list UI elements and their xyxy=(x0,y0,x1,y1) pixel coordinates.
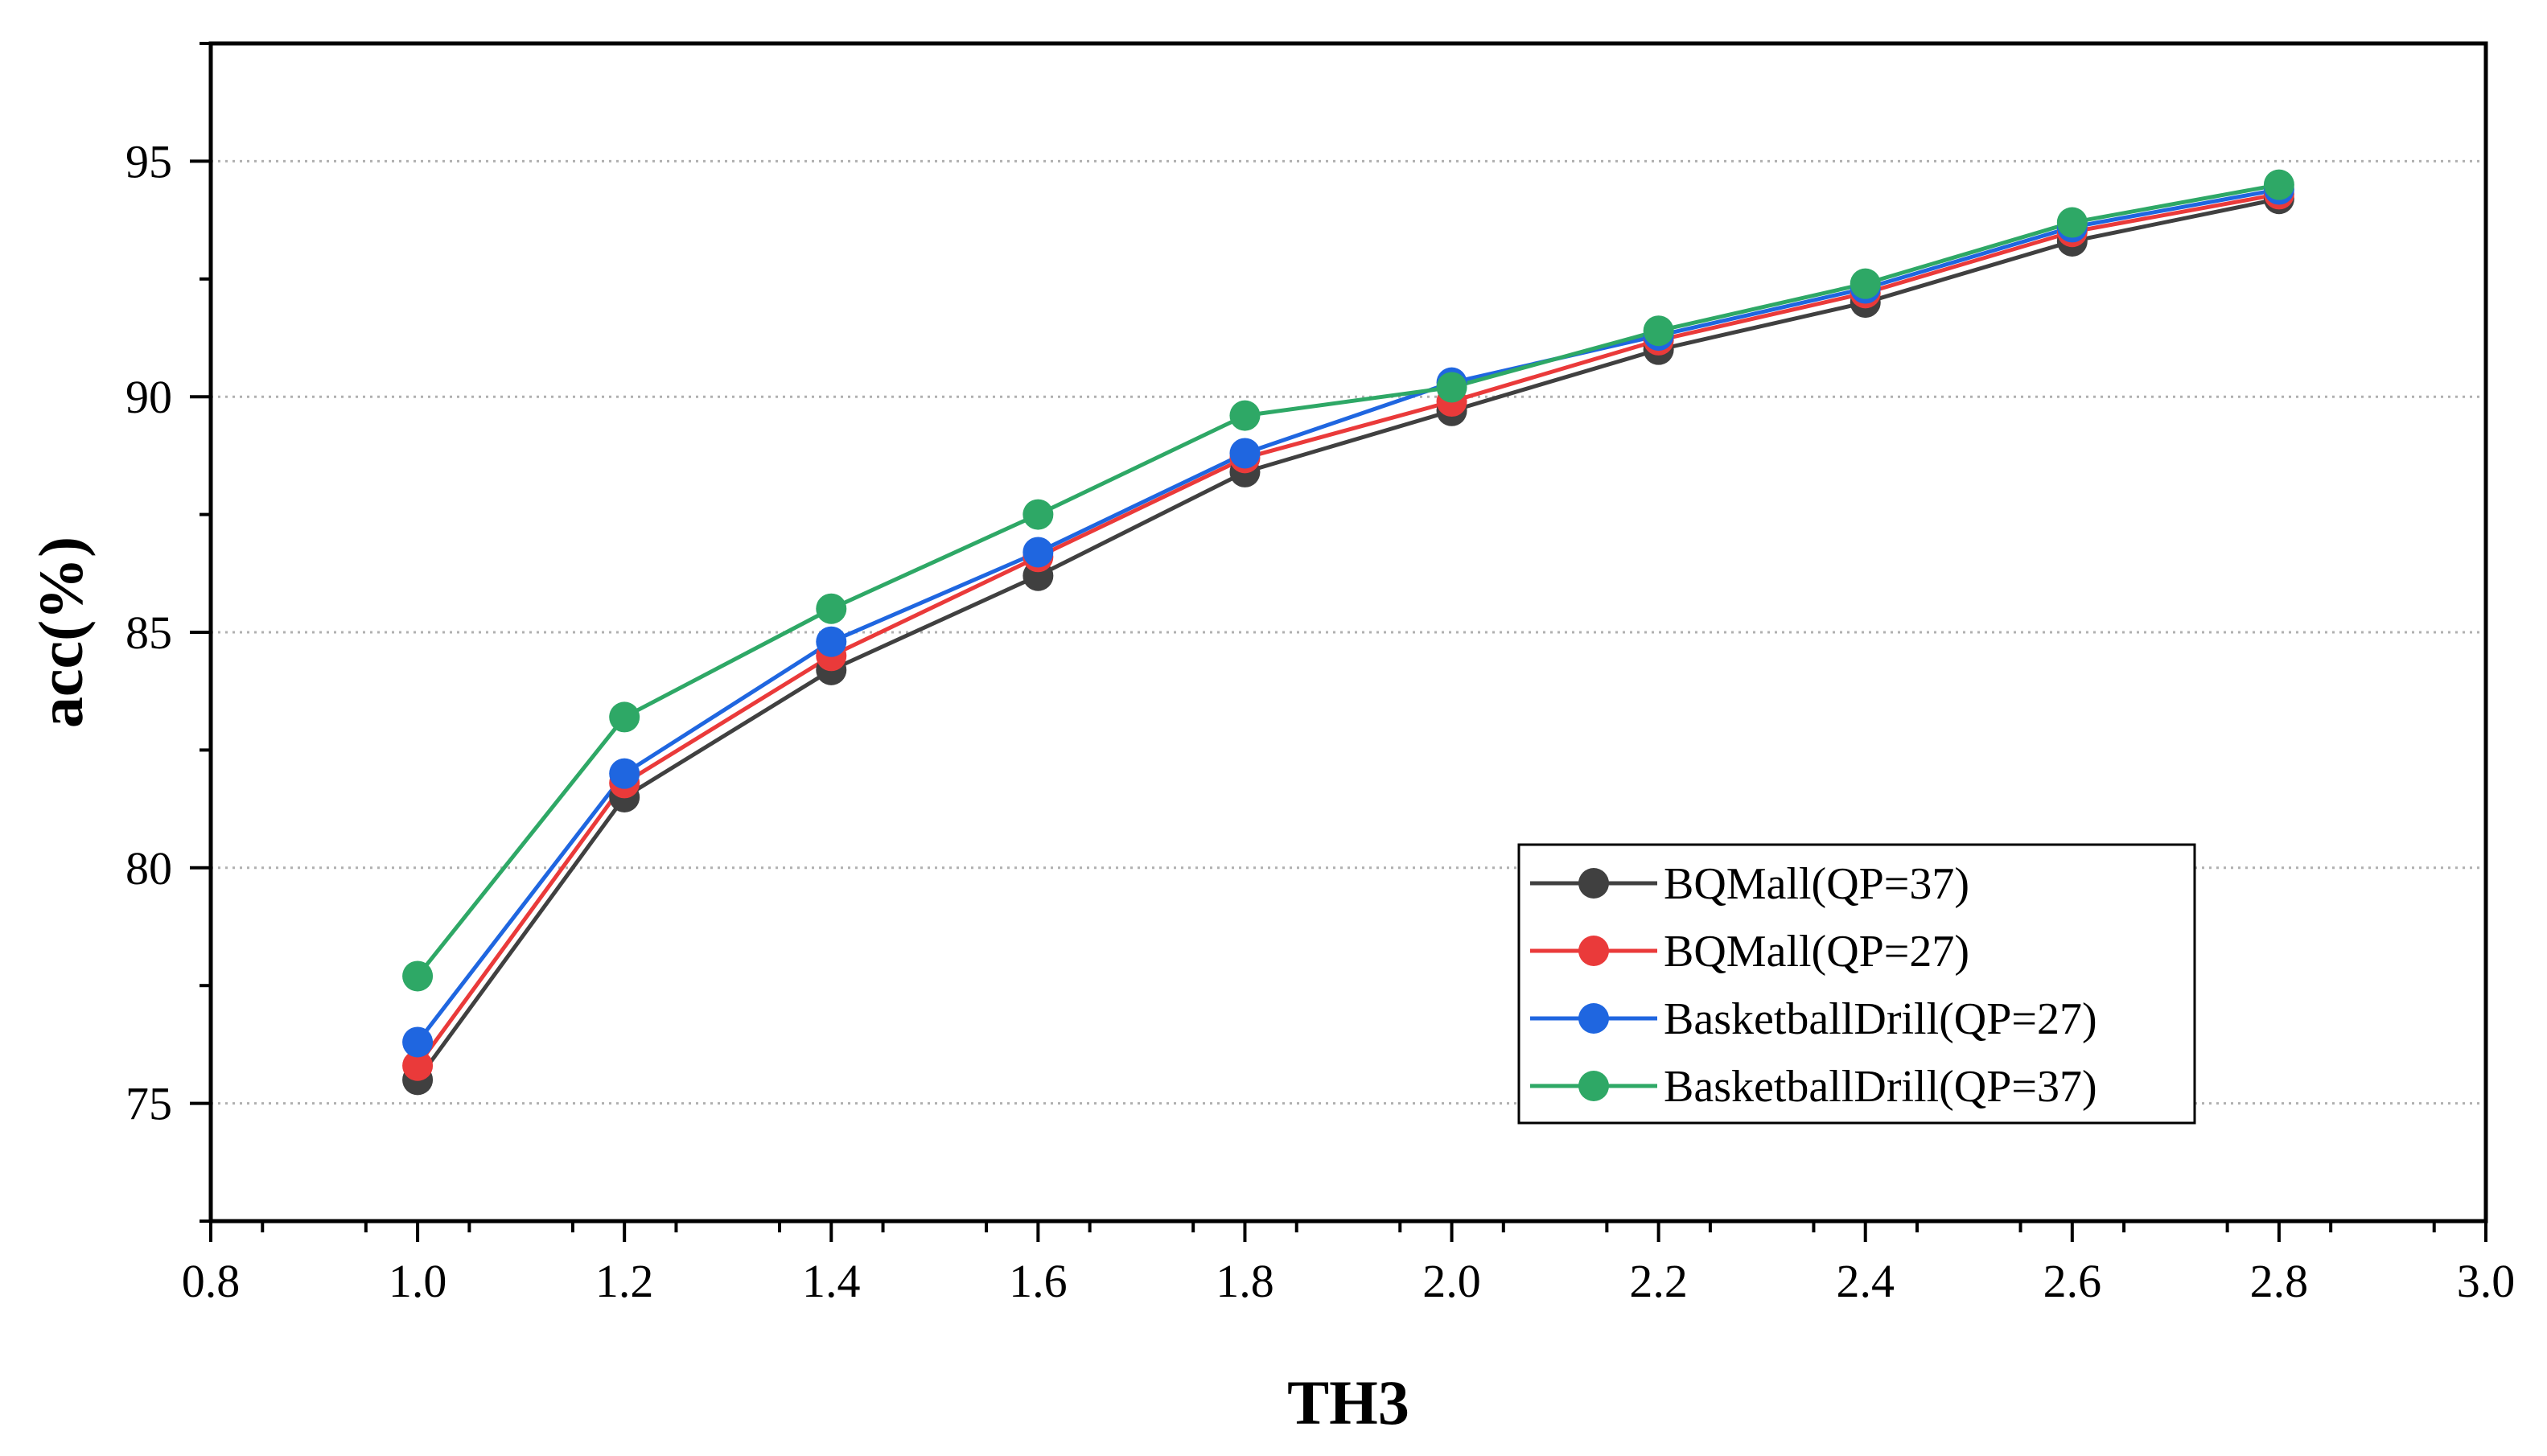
data-point xyxy=(1643,315,1674,347)
data-point xyxy=(609,701,640,733)
y-axis-title: acc(%) xyxy=(26,537,96,728)
legend-box xyxy=(1517,843,2196,1125)
x-tick-label: 3.0 xyxy=(2457,1255,2516,1307)
y-tick-labels: 75 80 85 90 95 xyxy=(125,135,172,1129)
series-line-0 xyxy=(416,196,2280,1081)
data-point xyxy=(402,960,434,992)
data-point xyxy=(1023,499,1054,530)
legend-marker xyxy=(1578,1071,1609,1101)
data-point xyxy=(609,758,640,789)
x-tick-label: 2.2 xyxy=(1629,1255,1688,1307)
legend-marker xyxy=(1578,868,1609,899)
x-tick-labels: 0.8 1.0 1.2 1.4 1.6 1.8 2.0 2.2 2.4 2.6 2.8 3.0 xyxy=(182,1255,2516,1307)
data-point xyxy=(1850,268,1881,299)
series-points xyxy=(402,169,2294,1096)
data-point xyxy=(1229,400,1261,431)
data-point xyxy=(2056,207,2088,238)
x-tick-label: 1.8 xyxy=(1216,1255,1274,1307)
x-axis-title: TH3 xyxy=(1287,1368,1409,1437)
data-point xyxy=(1229,438,1261,469)
x-tick-label: 1.4 xyxy=(802,1255,861,1307)
axis-ticks xyxy=(190,42,2487,1242)
y-tick-label: 75 xyxy=(125,1078,172,1130)
x-tick-label: 1.0 xyxy=(389,1255,447,1307)
y-tick-label: 95 xyxy=(125,135,172,187)
data-point xyxy=(816,593,847,624)
series-line-2 xyxy=(416,187,2280,1043)
x-tick-label: 2.0 xyxy=(1422,1255,1481,1307)
x-tick-label: 2.4 xyxy=(1836,1255,1895,1307)
series-line-1 xyxy=(416,191,2280,1067)
series-line-3 xyxy=(416,183,2280,978)
data-point xyxy=(2263,169,2294,200)
x-tick-label: 0.8 xyxy=(182,1255,241,1307)
legend-label: BQMall(QP=37) xyxy=(1664,859,1969,909)
legend-label: BQMall(QP=27) xyxy=(1664,927,1969,977)
series-lines xyxy=(416,183,2280,1081)
data-point xyxy=(1023,537,1054,568)
legend-marker xyxy=(1578,936,1609,966)
x-tick-label: 2.8 xyxy=(2250,1255,2309,1307)
data-point xyxy=(816,626,847,657)
legend: BQMall(QP=37) BQMall(QP=27) BasketballDril… xyxy=(1517,843,2196,1125)
data-point xyxy=(402,1050,434,1081)
x-tick-label: 1.6 xyxy=(1009,1255,1068,1307)
x-tick-label: 1.2 xyxy=(595,1255,654,1307)
legend-marker xyxy=(1578,1003,1609,1034)
data-point xyxy=(1436,372,1467,403)
x-tick-label: 2.6 xyxy=(2043,1255,2102,1307)
legend-label: BasketballDrill(QP=37) xyxy=(1664,1062,2097,1112)
y-tick-label: 80 xyxy=(125,842,172,895)
data-point xyxy=(402,1026,434,1058)
y-tick-label: 85 xyxy=(125,607,172,659)
gridlines xyxy=(211,159,2486,1105)
legend-label: BasketballDrill(QP=27) xyxy=(1664,994,2097,1044)
y-tick-label: 90 xyxy=(125,371,172,423)
